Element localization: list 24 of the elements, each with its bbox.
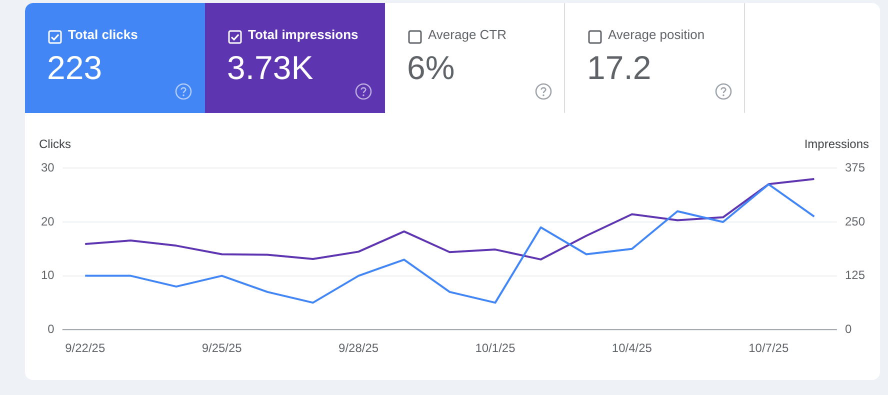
y-tick-label: 20 xyxy=(40,214,55,228)
y-tick-label: 30 xyxy=(40,160,55,175)
x-tick-label: 10/1/25 xyxy=(475,341,516,356)
x-tick-label: 9/22/25 xyxy=(65,341,106,356)
y2-axis-title: Impressions xyxy=(804,137,869,151)
x-tick-label: 10/4/25 xyxy=(612,341,652,356)
text: Average position xyxy=(608,27,705,42)
y-axis-title: Clicks xyxy=(39,137,71,151)
text: Total impressions xyxy=(248,27,358,42)
text: Average CTR xyxy=(428,27,507,42)
y2-tick-label: 250 xyxy=(844,214,866,228)
y2-tick-label: 375 xyxy=(844,160,866,175)
y2-tick-label: 0 xyxy=(844,322,852,336)
x-tick-label: 10/7/25 xyxy=(748,341,789,356)
y-tick-label: 10 xyxy=(40,268,55,282)
text: 6% xyxy=(407,49,455,87)
x-tick-label: 9/25/25 xyxy=(202,341,242,356)
text: 17.2 xyxy=(587,49,652,87)
y2-tick-label: 125 xyxy=(844,268,866,282)
text: 223 xyxy=(47,49,102,87)
x-tick-label: 9/28/25 xyxy=(338,341,379,356)
y-tick-label: 0 xyxy=(48,322,55,336)
text: 3.73K xyxy=(227,49,314,87)
text: Total clicks xyxy=(68,27,138,42)
